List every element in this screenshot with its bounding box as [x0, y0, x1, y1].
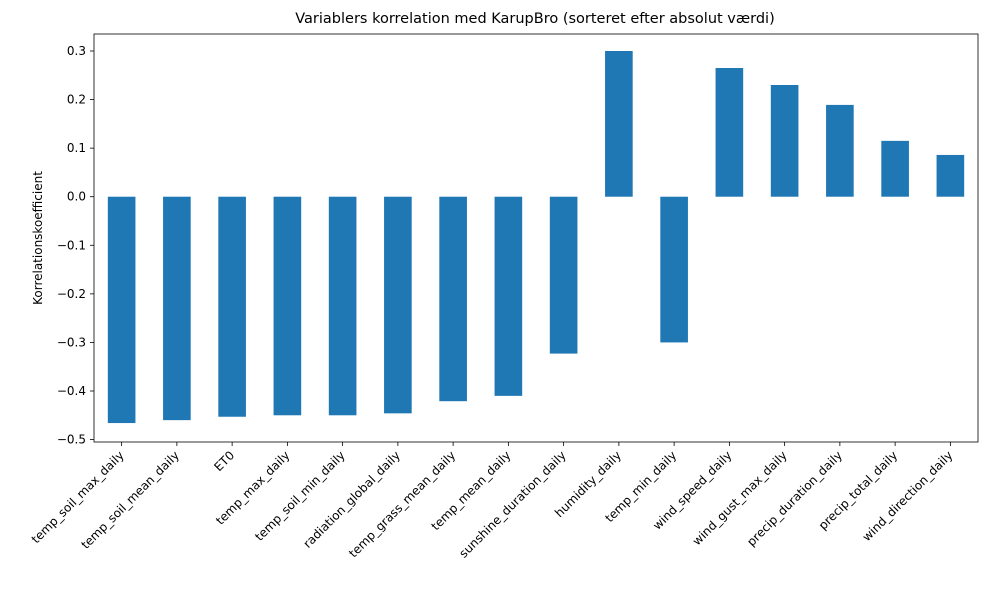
x-tick-label: temp_soil_min_daily [252, 448, 347, 543]
x-tick-label: wind_gust_max_daily [690, 448, 790, 548]
bar-temp-mean-daily [494, 196, 523, 396]
plot-frame [93, 33, 979, 443]
bar-wind-gust-max-daily [770, 85, 799, 197]
y-tick-label: −0.5 [57, 433, 86, 447]
y-tick-label: −0.2 [57, 287, 86, 301]
bar-humidity-daily [605, 51, 633, 197]
x-tick-label: temp_soil_max_daily [29, 448, 127, 546]
bar-temp-max-daily [273, 196, 302, 416]
y-tick-label: 0.3 [67, 44, 86, 58]
x-tick-label: sunshine_duration_daily [456, 448, 568, 560]
bar-precip-duration-daily [826, 104, 854, 197]
y-axis-label: Korrelationskoefficient [31, 171, 45, 305]
bar-wind-speed-daily [715, 68, 744, 197]
bar-sunshine-duration-daily [549, 196, 578, 354]
bar-et0 [218, 196, 246, 417]
bar-wind-direction-daily [936, 154, 965, 197]
bar-temp-soil-max-daily [107, 196, 136, 424]
x-tick-label: temp_soil_mean_daily [78, 448, 182, 552]
x-tick-label: precip_duration_daily [744, 448, 845, 549]
bar-radiation-global-daily [384, 196, 412, 414]
y-tick-label: −0.3 [57, 335, 86, 349]
bar-temp-grass-mean-daily [439, 196, 467, 402]
y-axis-ticks: −0.5 −0.4 −0.3 −0.2 −0.1 0.0 0.1 0.2 0.3 [57, 44, 94, 447]
bar-temp-min-daily [660, 196, 688, 343]
x-tick-label: temp_grass_mean_daily [346, 448, 458, 560]
bar-temp-soil-mean-daily [163, 196, 191, 421]
x-tick-label: radiation_global_daily [301, 448, 403, 550]
y-tick-label: −0.4 [57, 384, 86, 398]
bars-group [107, 51, 965, 424]
x-tick-label: ET0 [211, 448, 237, 474]
y-tick-label: 0.1 [67, 141, 86, 155]
bar-precip-total-daily [881, 140, 909, 197]
y-tick-label: 0.0 [67, 190, 86, 204]
bar-temp-soil-min-daily [328, 196, 357, 416]
chart-title: Variablers korrelation med KarupBro (sor… [295, 11, 774, 27]
x-tick-label: wind_direction_daily [860, 448, 956, 544]
y-tick-label: 0.2 [67, 93, 86, 107]
y-tick-label: −0.1 [57, 238, 86, 252]
